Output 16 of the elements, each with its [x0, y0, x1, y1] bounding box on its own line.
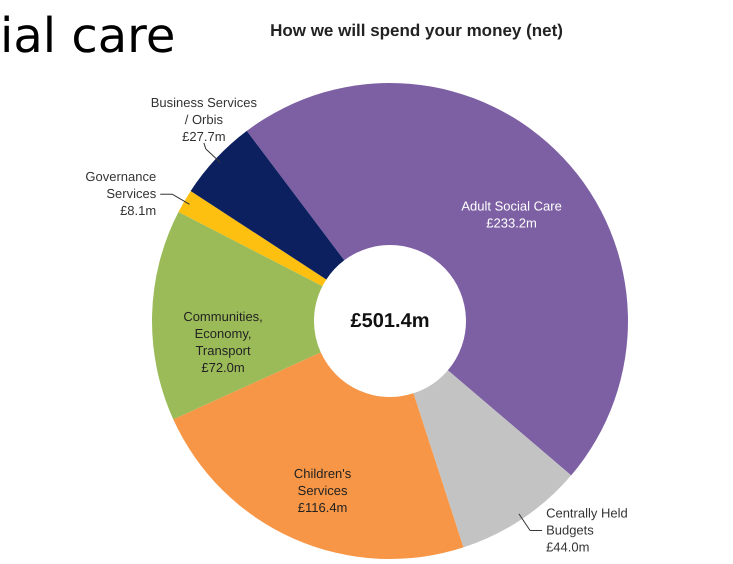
- slice-label: Adult Social Care: [461, 198, 562, 214]
- slice-label: Communities, Economy, Transport: [183, 308, 263, 358]
- data-label: £27.7m: [182, 128, 226, 144]
- slice-label: Business Services / Orbis: [150, 94, 258, 127]
- text: ial care: [0, 8, 176, 64]
- slice-label: Centrally Held Budgets: [546, 505, 628, 538]
- slice-label: Governance Services: [85, 169, 157, 202]
- donut-slice: [178, 190, 326, 286]
- slice-label: Children's Services: [294, 466, 352, 498]
- text: £501.4m: [350, 310, 430, 332]
- chart-title: How we will spend your money (net): [270, 21, 563, 40]
- data-label: £44.0m: [546, 539, 590, 554]
- data-label: £8.1m: [120, 203, 156, 218]
- data-label: £116.4m: [298, 500, 348, 515]
- data-label: £72.0m: [201, 360, 245, 375]
- data-label: £233.2m: [486, 216, 537, 231]
